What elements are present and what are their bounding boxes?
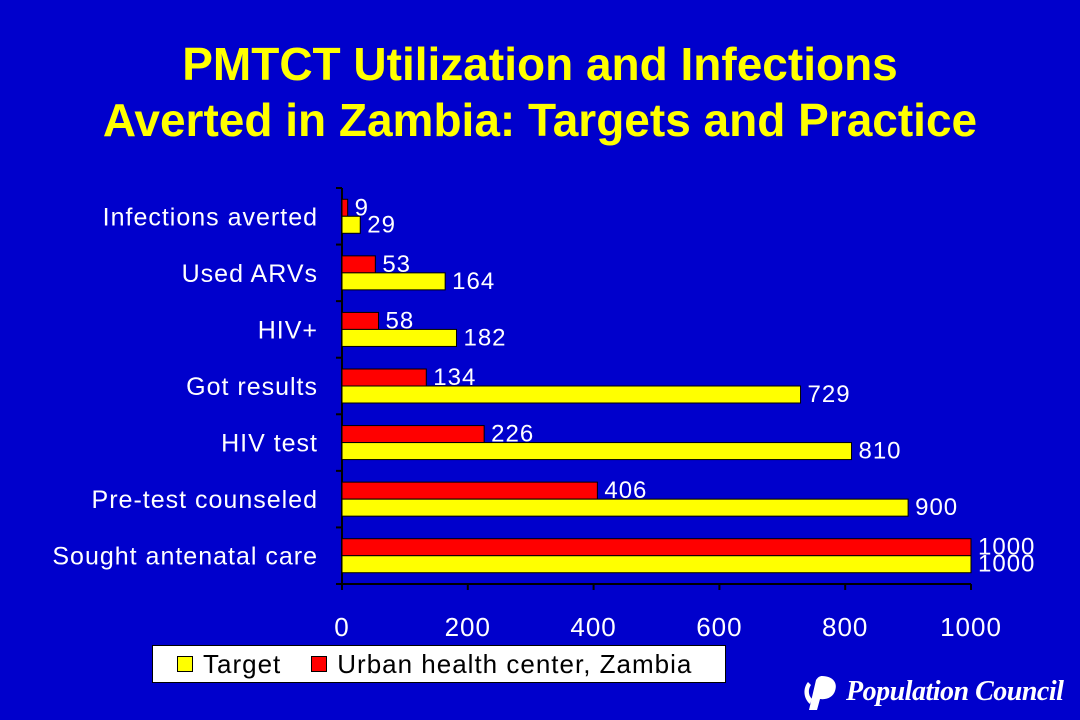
data-label-target: 164 bbox=[452, 268, 495, 295]
legend-swatch-urban bbox=[311, 656, 328, 672]
title-line-2: Averted in Zambia: Targets and Practice bbox=[102, 94, 978, 146]
data-label-target: 1000 bbox=[978, 551, 1035, 578]
data-label-urban: 9 bbox=[355, 194, 369, 221]
data-label-target: 182 bbox=[463, 324, 506, 351]
x-tick-label: 200 bbox=[445, 612, 491, 642]
bar-urban bbox=[341, 255, 376, 274]
x-tick-label: 600 bbox=[696, 612, 742, 642]
legend-item-target: Target bbox=[177, 649, 281, 680]
slide-title: PMTCT Utilization and Infections Averted… bbox=[0, 36, 1080, 148]
x-tick-label: 0 bbox=[334, 612, 349, 642]
x-tick-label: 1000 bbox=[940, 612, 1002, 642]
data-label-target: 29 bbox=[367, 211, 396, 238]
category-label: Pre-test counseled bbox=[92, 486, 318, 514]
bar-target bbox=[341, 215, 361, 234]
legend-item-urban: Urban health center, Zambia bbox=[311, 649, 692, 680]
data-label-urban: 1000 bbox=[978, 534, 1035, 561]
bar-urban bbox=[341, 538, 972, 557]
category-label: HIV test bbox=[221, 430, 318, 458]
category-label: Used ARVs bbox=[182, 260, 318, 288]
bar-target bbox=[341, 555, 972, 574]
category-label: Infections averted bbox=[103, 203, 318, 231]
logo-text: Population Council bbox=[846, 676, 1064, 707]
data-label-target: 810 bbox=[858, 438, 901, 465]
bar-urban bbox=[341, 425, 485, 444]
legend: Target Urban health center, Zambia bbox=[152, 645, 726, 683]
category-label: Got results bbox=[186, 373, 318, 401]
bar-target bbox=[341, 442, 852, 461]
population-council-logo-icon bbox=[804, 676, 836, 710]
bar-target bbox=[341, 328, 457, 347]
bar-target bbox=[341, 498, 909, 517]
data-label-target: 900 bbox=[915, 494, 958, 521]
x-tick-label: 400 bbox=[570, 612, 616, 642]
bar-target bbox=[341, 272, 446, 291]
category-label: Sought antenatal care bbox=[52, 543, 318, 571]
legend-label-urban: Urban health center, Zambia bbox=[337, 648, 693, 679]
legend-label-target: Target bbox=[203, 648, 282, 679]
bar-urban bbox=[341, 311, 379, 330]
legend-swatch-target bbox=[177, 656, 193, 672]
population-council-logo: Population Council bbox=[800, 672, 1064, 712]
title-line-1: PMTCT Utilization and Infections bbox=[182, 38, 898, 90]
category-label: HIV+ bbox=[258, 316, 318, 344]
bar-target bbox=[341, 385, 802, 404]
bar-urban bbox=[341, 368, 427, 387]
bar-urban bbox=[341, 198, 349, 217]
data-label-target: 729 bbox=[808, 381, 851, 408]
x-tick-label: 800 bbox=[822, 612, 868, 642]
bar-urban bbox=[341, 481, 598, 500]
